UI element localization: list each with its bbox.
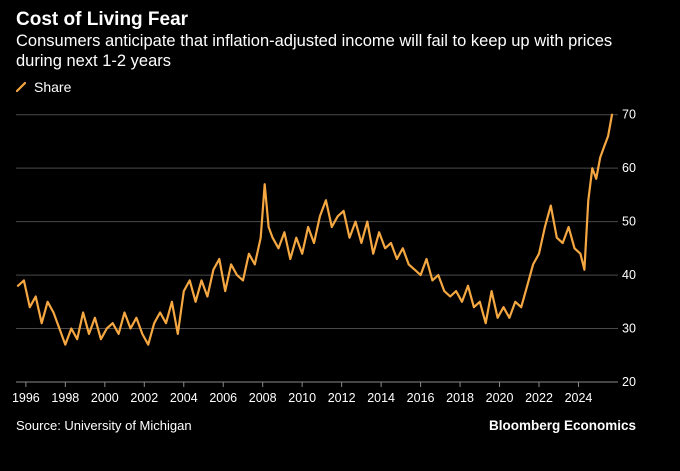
x-tick-label: 1998	[51, 391, 79, 405]
x-tick-label: 2012	[328, 391, 356, 405]
x-tick-label: 2004	[170, 391, 198, 405]
x-tick-label: 2020	[486, 391, 514, 405]
y-tick-label: 60	[622, 161, 636, 175]
x-tick-label: 2024	[565, 391, 593, 405]
y-tick-label: 40	[622, 268, 636, 282]
x-tick-label: 2018	[446, 391, 474, 405]
x-tick-label: 2014	[367, 391, 395, 405]
legend-swatch-icon	[16, 82, 26, 92]
x-tick-label: 2016	[407, 391, 435, 405]
x-tick-label: 2008	[249, 391, 277, 405]
brand-label: Bloomberg Economics	[488, 418, 636, 433]
x-tick-label: 1996	[12, 391, 40, 405]
y-tick-label: 20	[622, 375, 636, 389]
x-tick-label: 2006	[209, 391, 237, 405]
x-tick-label: 2022	[525, 391, 553, 405]
x-tick-label: 2010	[288, 391, 316, 405]
source-note: Source: University of Michigan	[16, 418, 192, 433]
y-tick-label: 30	[622, 322, 636, 336]
series-line-share	[16, 113, 614, 346]
chart-subtitle: Consumers anticipate that inflation-adju…	[16, 32, 613, 70]
legend[interactable]: Share	[16, 79, 71, 95]
x-tick-label: 2000	[91, 391, 119, 405]
legend-label: Share	[34, 79, 72, 95]
chart-title: Cost of Living Fear	[16, 9, 189, 30]
y-tick-label: 70	[622, 108, 636, 122]
y-tick-label: 50	[622, 215, 636, 229]
x-tick-label: 2002	[130, 391, 158, 405]
